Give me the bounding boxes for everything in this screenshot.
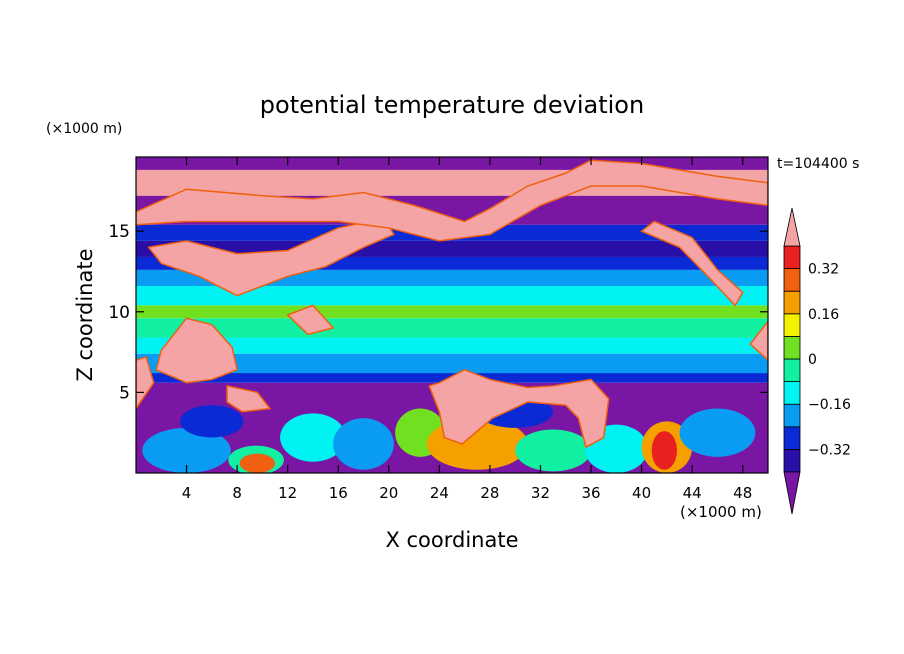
colorbar-box — [783, 381, 801, 405]
colorbar-tick-label: 0 — [808, 352, 817, 368]
colorbar-box — [783, 358, 801, 383]
plot-frame — [135, 156, 769, 474]
y-tick-label: 15 — [108, 222, 130, 242]
field-blob — [142, 427, 231, 473]
y-tick-label: 10 — [108, 303, 130, 323]
colorbar-box — [783, 448, 801, 473]
warm-region — [428, 368, 610, 449]
colorbar-tick-label: 0.16 — [808, 307, 839, 323]
field-band — [136, 353, 768, 374]
warm-region — [136, 159, 768, 242]
field-blob — [651, 431, 677, 470]
y-unit-label: (×1000 m) — [46, 121, 122, 137]
field-band — [136, 305, 768, 319]
chart-title: potential temperature deviation — [260, 91, 644, 119]
x-axis-ticks: 4 8 12 16 20 24 28 32 36 40 44 48 — [182, 157, 752, 502]
field-blob — [280, 413, 346, 462]
colorbar-tick-label: −0.32 — [808, 442, 851, 458]
x-axis-label: X coordinate — [385, 528, 518, 552]
x-tick-label: 4 — [182, 484, 192, 502]
colorbar: 0.32 0.16 0 −0.16 −0.32 — [783, 207, 851, 515]
temperature-field — [136, 157, 768, 473]
x-tick-label: 36 — [581, 484, 600, 502]
field-blob — [180, 405, 244, 438]
colorbar-box — [783, 245, 801, 270]
colorbar-box — [783, 268, 801, 292]
warm-region — [155, 317, 238, 384]
colorbar-upper-extension — [783, 207, 801, 247]
x-tick-label: 44 — [683, 484, 702, 502]
y-axis-ticks: 5 10 15 — [108, 222, 768, 403]
warm-region — [226, 385, 272, 413]
colorbar-box — [783, 313, 801, 337]
x-tick-label: 28 — [480, 484, 499, 502]
field-blob — [515, 429, 592, 472]
colorbar-lower-extension — [783, 471, 801, 515]
colorbar-box — [783, 335, 801, 360]
x-tick-label: 32 — [531, 484, 550, 502]
warm-region — [749, 320, 768, 362]
x-tick-label: 48 — [733, 484, 752, 502]
x-tick-label: 8 — [232, 484, 242, 502]
colorbar-tick-label: 0.32 — [808, 262, 839, 278]
colorbar-box — [783, 403, 801, 428]
field-band — [136, 285, 768, 306]
warm-region — [640, 220, 744, 307]
field-band — [136, 337, 768, 354]
x-tick-label: 40 — [632, 484, 651, 502]
warm-region — [136, 355, 155, 410]
field-band — [136, 157, 768, 170]
x-unit-label: (×1000 m) — [680, 503, 762, 521]
field-blob — [333, 418, 394, 470]
x-tick-label: 12 — [278, 484, 297, 502]
field-blob — [679, 408, 756, 457]
x-tick-label: 16 — [329, 484, 348, 502]
y-tick-label: 5 — [119, 383, 130, 403]
y-axis-label: Z coordinate — [73, 248, 97, 381]
warm-region — [286, 304, 335, 336]
colorbar-box — [783, 426, 801, 450]
colorbar-tick-label: −0.16 — [808, 397, 851, 413]
time-label: t=104400 s — [777, 156, 859, 172]
x-tick-label: 20 — [379, 484, 398, 502]
x-tick-label: 24 — [430, 484, 449, 502]
field-blob — [239, 453, 276, 473]
colorbar-box — [783, 290, 801, 315]
field-band — [136, 318, 768, 338]
